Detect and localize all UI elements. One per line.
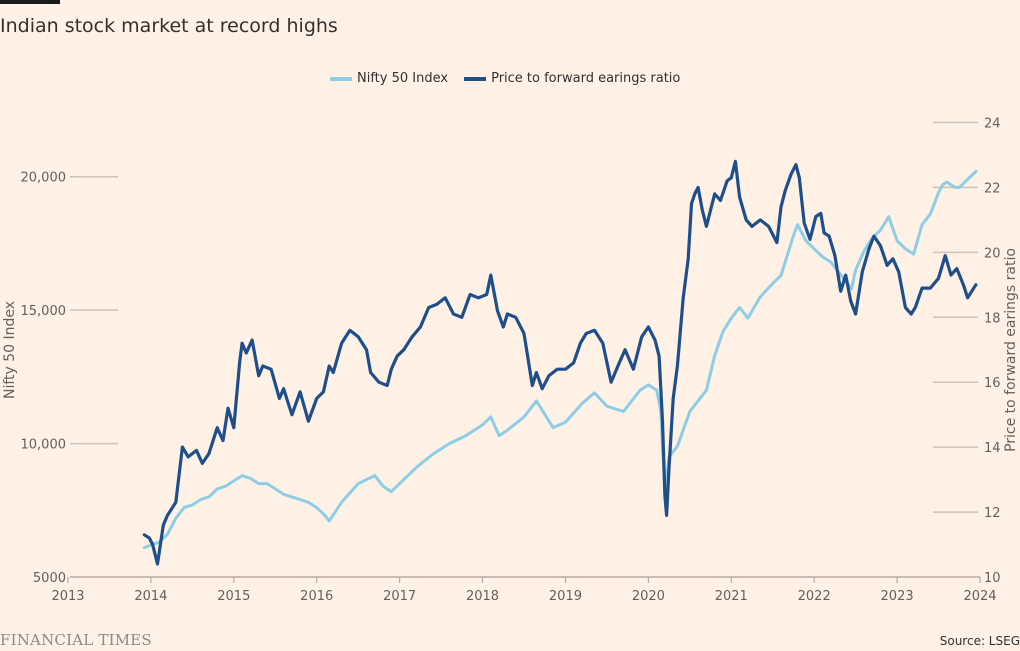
left-axis-ticks: 5000 10,000 15,000 20,000 [21, 171, 67, 586]
axis-titles: Nifty 50 Index Price to forward earings r… [2, 248, 1019, 452]
right-tick-label: 16 [984, 376, 1001, 391]
x-tick-label: 2015 [217, 589, 250, 604]
x-tick-label: 2016 [300, 589, 333, 604]
legend-label-nifty: Nifty 50 Index [357, 71, 449, 86]
right-tick-label: 14 [984, 441, 1001, 456]
left-tick-label: 20,000 [21, 171, 67, 186]
right-tick-label: 12 [984, 506, 1001, 521]
x-tick-label: 2014 [134, 589, 167, 604]
right-tick-label: 20 [984, 246, 1001, 261]
right-gridlines [933, 121, 978, 513]
legend-item-nifty: Nifty 50 Index [330, 71, 448, 86]
right-tick-label: 18 [984, 311, 1001, 326]
x-axis: 2013 2014 2015 2016 2017 2018 2019 2020 2021 2022… [51, 576, 997, 604]
left-axis-title: Nifty 50 Index [2, 301, 18, 399]
legend-swatch-nifty [330, 76, 352, 81]
x-tick-label: 2017 [383, 589, 416, 604]
x-tick-label: 2013 [51, 589, 84, 604]
right-axis-ticks: 10 12 14 16 18 20 22 24 [984, 116, 1001, 586]
left-gridlines [70, 175, 118, 445]
x-tick-label: 2021 [715, 589, 748, 604]
x-tick-label: 2019 [549, 589, 582, 604]
ft-brand-logo: FINANCIAL TIMES [0, 631, 152, 649]
right-axis-title: Price to forward earings ratio [1003, 248, 1019, 452]
source-note: Source: LSEG [939, 634, 1020, 648]
x-tick-label: 2020 [632, 589, 665, 604]
right-tick-label: 10 [984, 571, 1001, 586]
left-tick-label: 5000 [33, 571, 66, 586]
right-tick-label: 24 [984, 116, 1001, 131]
x-tick-label: 2018 [466, 589, 499, 604]
legend-item-pe-ratio: Price to forward earings ratio [464, 71, 680, 86]
left-tick-label: 15,000 [21, 304, 67, 319]
legend-swatch-pe-ratio [464, 76, 487, 81]
chart-legend: Nifty 50 Index Price to forward earings … [330, 71, 680, 86]
chart-title: Indian stock market at record highs [0, 15, 338, 37]
x-tick-label: 2022 [798, 589, 831, 604]
x-tick-label: 2024 [963, 589, 996, 604]
nifty-50-line [142, 169, 978, 550]
series-lines [142, 159, 978, 566]
pe-ratio-line [142, 159, 978, 566]
legend-label-pe-ratio: Price to forward earings ratio [491, 71, 681, 86]
x-tick-label: 2023 [881, 589, 914, 604]
right-tick-label: 22 [984, 181, 1001, 196]
ft-top-rule [0, 0, 60, 4]
left-tick-label: 10,000 [21, 438, 67, 453]
